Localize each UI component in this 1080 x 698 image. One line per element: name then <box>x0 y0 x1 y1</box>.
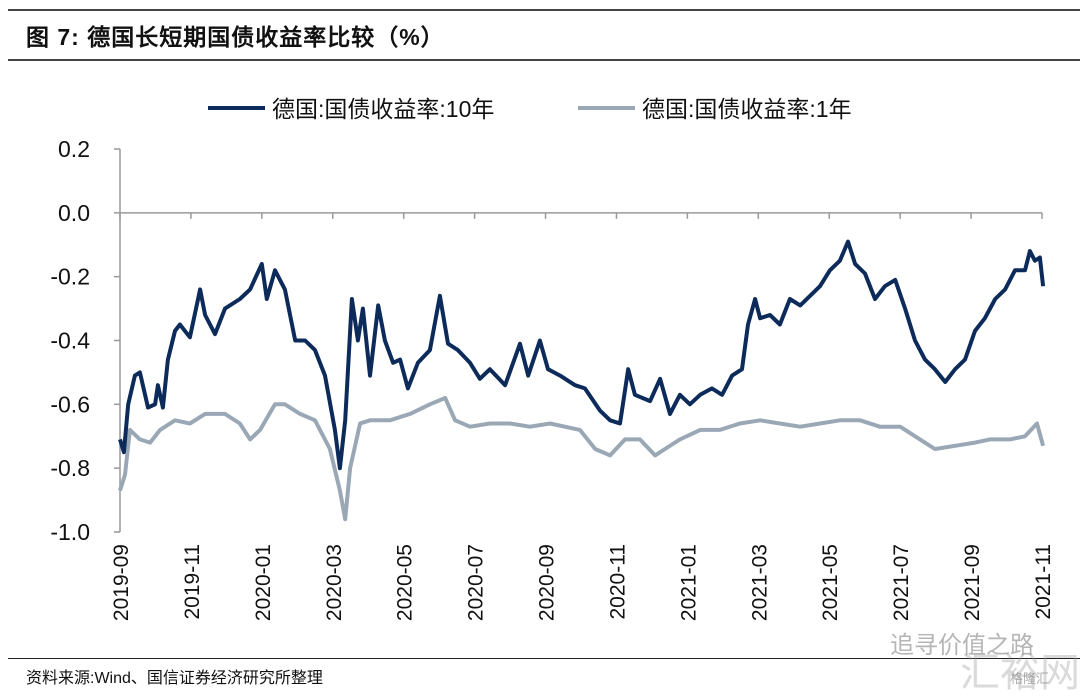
legend: 德国:国债收益率:10年 德国:国债收益率:1年 <box>208 96 852 122</box>
x-tick-label: 2021-01 <box>677 544 700 621</box>
x-tick-label: 2020-03 <box>323 544 346 621</box>
y-tick-label: -0.8 <box>50 455 90 481</box>
source-note: 资料来源:Wind、国信证券经济研究所整理 <box>26 670 323 687</box>
x-tick-label: 2020-05 <box>394 544 417 621</box>
x-tick-label: 2019-11 <box>181 544 204 620</box>
series-line-1y <box>118 396 1046 522</box>
x-tick-label: 2020-01 <box>252 544 275 621</box>
watermark-site: 汇裕网 <box>960 650 1080 696</box>
top-rule <box>8 9 1080 11</box>
x-tick-label: 2021-07 <box>890 544 913 621</box>
x-tick-label: 2021-03 <box>748 544 771 621</box>
watermark-account: 追寻价值之路 <box>890 632 1034 659</box>
axes: 0.2 0.0 -0.2 -0.4 -0.6 -0.8 -1.0 2019-09 2019-11… <box>50 136 1055 621</box>
x-tick-label: 2020-09 <box>536 544 559 621</box>
legend-label-10y: 德国:国债收益率:10年 <box>272 96 494 122</box>
y-tick-label: 0.2 <box>58 136 90 162</box>
series-group <box>118 239 1046 522</box>
figure-title: 图 7: 德国长短期国债收益率比较（%） <box>26 24 445 50</box>
y-tick-label: -0.6 <box>50 391 90 417</box>
x-tick-label: 2019-09 <box>110 544 133 621</box>
x-tick-label: 2020-11 <box>606 544 629 620</box>
y-tick-label: -0.4 <box>50 328 90 354</box>
y-tick-label: 0.0 <box>58 200 90 226</box>
line-chart: 德国:国债收益率:10年 德国:国债收益率:1年 0.2 0.0 -0.2 -0.4 -… <box>50 96 1055 621</box>
x-tick-label: 2021-09 <box>961 544 984 621</box>
y-tick-label: -1.0 <box>50 519 90 545</box>
x-tick-label: 2021-05 <box>819 544 842 621</box>
series-line-10y <box>118 239 1046 471</box>
x-tick-label: 2020-07 <box>465 544 488 621</box>
legend-label-1y: 德国:国债收益率:1年 <box>642 96 852 122</box>
x-tick-label: 2021-11 <box>1032 544 1055 620</box>
y-tick-label: -0.2 <box>50 264 90 290</box>
bottom-rule <box>8 658 1080 659</box>
watermark-brand: 格隆汇 <box>1010 671 1050 686</box>
title-rule <box>8 59 1080 61</box>
